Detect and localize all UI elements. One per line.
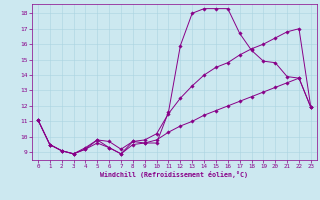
X-axis label: Windchill (Refroidissement éolien,°C): Windchill (Refroidissement éolien,°C) [100,171,248,178]
